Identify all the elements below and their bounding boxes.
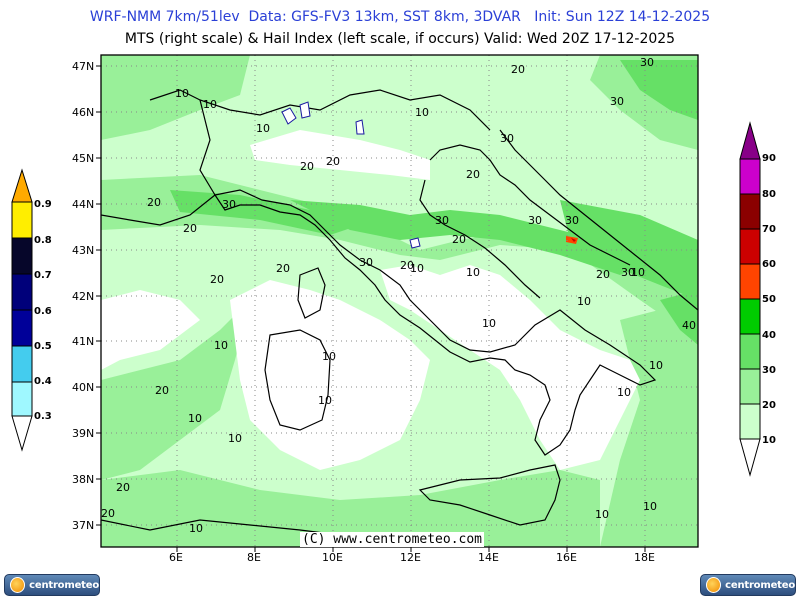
contour-label: 10 [643,500,657,513]
contour-label: 10 [649,359,663,372]
hail-scale-tick: 0.3 [34,411,52,422]
contour-label: 20 [452,233,466,246]
lon-label: 12E [400,551,421,564]
lat-label: 45N [72,152,95,165]
contour-label: 20 [466,168,480,181]
mts-scale-tick: 90 [762,153,776,164]
contour-label: 10 [214,339,228,352]
lon-label: 6E [169,551,183,564]
contour-label: 20 [276,262,290,275]
contour-label: 20 [300,160,314,173]
hail-scale-tick: 0.4 [34,376,52,387]
contour-label: 30 [565,214,579,227]
hail-index-colorbar [11,168,33,452]
contour-label: 10 [631,266,645,279]
contour-label: 10 [203,98,217,111]
lat-label: 39N [72,427,95,440]
contour-label: 30 [528,214,542,227]
mts-scale-tick: 40 [762,330,776,341]
lat-label: 38N [72,473,95,486]
mts-field [101,55,698,547]
contour-label: 10 [482,317,496,330]
lat-label: 47N [72,60,95,73]
contour-label: 30 [500,132,514,145]
mts-scale-tick: 20 [762,400,776,411]
mts-scale-tick: 60 [762,259,776,270]
contour-label: 30 [359,256,373,269]
contour-label: 20 [596,268,610,281]
contour-label: 10 [318,394,332,407]
contour-label: 10 [617,386,631,399]
mts-scale-tick: 80 [762,189,776,200]
contour-label: 20 [400,259,414,272]
title-field-valid: MTS (right scale) & Hail Index (left sca… [124,31,676,47]
contour-label: 10 [189,522,203,535]
copyright-text: (C) www.centrometeo.com [300,532,485,547]
contour-label: 10 [256,122,270,135]
lat-label: 46N [72,106,95,119]
logo-text: centrometeo [29,579,99,591]
globe-icon [10,577,26,593]
contour-label: 10 [188,412,202,425]
lat-label: 44N [72,198,95,211]
contour-label: 30 [640,56,654,69]
title-model-info: WRF-NMM 7km/51lev Data: GFS-FV3 13km, SS… [89,9,711,25]
mts-scale-tick: 70 [762,224,776,235]
lon-label: 8E [247,551,261,564]
contour-label: 30 [610,95,624,108]
hail-scale-tick: 0.7 [34,270,52,281]
mts-scale-tick: 30 [762,365,776,376]
lon-label: 18E [634,551,655,564]
contour-label: 20 [147,196,161,209]
contour-label: 30 [435,214,449,227]
centrometeo-logo-left[interactable]: centrometeo [4,574,100,596]
contour-label: 20 [155,384,169,397]
contour-label: 10 [322,350,336,363]
axis-ticks [96,65,646,552]
hail-scale-tick: 0.5 [34,341,52,352]
hail-scale-tick: 0.8 [34,235,52,246]
contour-label: 30 [621,266,635,279]
lon-label: 16E [556,551,577,564]
contour-label: 10 [228,432,242,445]
contour-label: 40 [682,319,696,332]
contour-label: 20 [511,63,525,76]
lat-label: 37N [72,519,95,532]
hail-scale-tick: 0.6 [34,306,52,317]
mts-colorbar [739,121,761,477]
contour-label: 10 [175,87,189,100]
contour-label: 10 [410,262,424,275]
contour-label: 30 [222,198,236,211]
contour-label: 20 [101,507,115,520]
lon-label: 10E [322,551,343,564]
centrometeo-logo-right[interactable]: centrometeo [700,574,796,596]
contour-label: 10 [595,508,609,521]
contour-label: 10 [415,106,429,119]
hail-scale-tick: 0.9 [34,199,52,210]
contour-label: 20 [326,155,340,168]
contour-label: 20 [210,273,224,286]
lakes [281,101,421,249]
mts-scale-tick: 50 [762,294,776,305]
lat-label: 41N [72,335,95,348]
lat-label: 42N [72,290,95,303]
lat-label: 43N [72,244,95,257]
logo-text: centrometeo [725,579,795,591]
globe-icon [706,577,722,593]
lat-label: 40N [72,381,95,394]
map-frame [100,54,699,548]
contour-label: 20 [183,222,197,235]
mts-scale-tick: 10 [762,435,776,446]
contour-label: 20 [116,481,130,494]
contour-label: 10 [466,266,480,279]
lon-label: 14E [478,551,499,564]
contour-label: 10 [577,295,591,308]
contour-labels: 20 30 30 10 10 10 10 30 20 20 20 20 30 2… [101,56,696,535]
